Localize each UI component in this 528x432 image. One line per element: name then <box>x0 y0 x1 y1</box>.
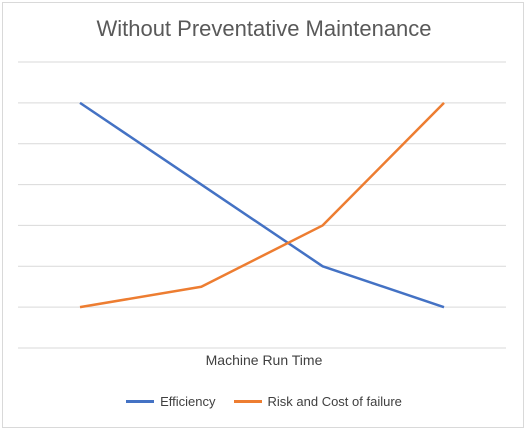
series-line-risk-and-cost-of-failure <box>79 101 445 309</box>
legend-label-efficiency: Efficiency <box>160 394 216 409</box>
series-line-efficiency <box>79 101 445 309</box>
chart-title: Without Preventative Maintenance <box>96 16 432 41</box>
legend-item-risk: Risk and Cost of failure <box>233 394 402 409</box>
chart-frame <box>2 2 524 428</box>
gridlines <box>18 61 506 349</box>
legend-swatch-efficiency <box>126 400 155 403</box>
legend-swatch-risk <box>233 400 262 403</box>
legend: Efficiency Risk and Cost of failure <box>0 394 528 409</box>
x-axis-label: Machine Run Time <box>205 352 323 368</box>
legend-label-risk: Risk and Cost of failure <box>267 394 402 409</box>
legend-item-efficiency: Efficiency <box>126 394 216 409</box>
series-lines <box>79 101 445 309</box>
